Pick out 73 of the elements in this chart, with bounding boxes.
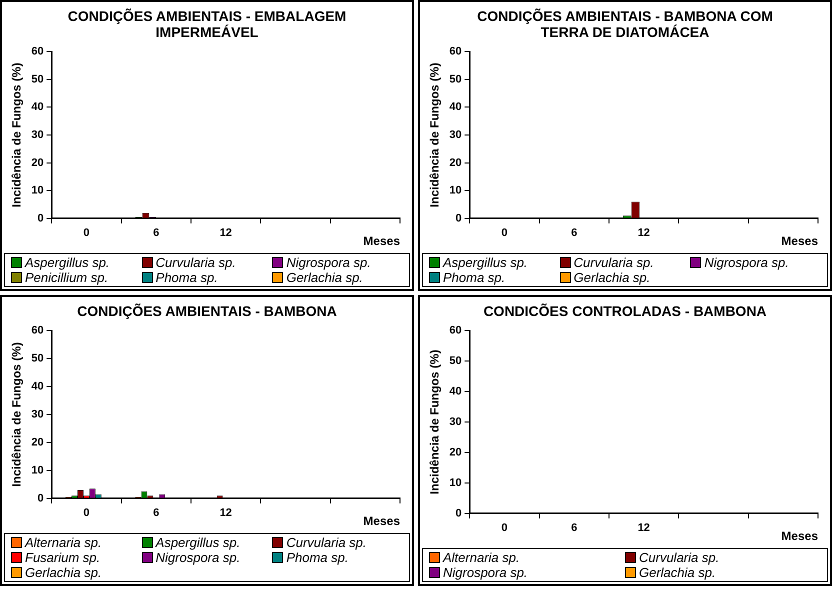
y-tick-label: 60 [31, 46, 44, 58]
y-tick-label: 10 [449, 476, 462, 489]
chart-title: CONDIÇÕES AMBIENTAIS - BAMBONA COM TERRA DE DIATOMÁCEA [476, 7, 774, 40]
legend-label: Nigrospora sp. [156, 550, 240, 565]
y-tick-label: 40 [31, 101, 44, 114]
x-tick-label: 6 [153, 227, 160, 240]
legend-label: Phoma sp. [286, 550, 348, 565]
legend-label: Aspergillus sp. [443, 255, 528, 270]
x-tick-label: 6 [571, 522, 578, 534]
legend-label: Gerlachia sp. [574, 270, 650, 285]
y-tick-label: 20 [449, 446, 462, 458]
y-tick-label: 50 [449, 73, 462, 86]
chart-title: CONDIÇÕES AMBIENTAIS - EMBALAGEM IMPERMEÁVEL [66, 7, 348, 40]
x-tick-label: 0 [83, 227, 90, 240]
legend-label: Nigrospora sp. [286, 255, 371, 270]
x-tick-label: 0 [501, 227, 508, 240]
legend-label: Alternaria sp. [25, 535, 102, 550]
x-tick-label: 12 [220, 507, 232, 520]
x-tick-label: 12 [638, 227, 650, 240]
y-tick-label: 40 [449, 386, 462, 398]
legend-label: Phoma sp. [156, 270, 218, 285]
y-tick-label: 30 [31, 129, 44, 142]
x-tick-label: 12 [638, 522, 650, 534]
y-tick-label: 10 [449, 184, 462, 197]
legend-label: Fusarium sp. [25, 550, 100, 565]
legend-label: Gerlachia sp. [25, 565, 102, 580]
legend-label: Nigrospora sp. [704, 255, 789, 270]
y-tick-label: 60 [449, 324, 462, 337]
legend-label: Aspergillus sp. [156, 535, 240, 550]
y-tick-label: 0 [456, 212, 462, 224]
y-tick-label: 60 [449, 46, 462, 58]
y-tick-label: 50 [31, 73, 44, 86]
y-axis-title: Incidência de Fungos (%) [428, 62, 442, 208]
legend-label: Curvularia sp. [574, 255, 654, 270]
y-axis-title: Incidência de Fungos (%) [428, 350, 442, 494]
legend-label: Curvularia sp. [156, 255, 236, 270]
y-tick-label: 40 [31, 380, 44, 393]
chart-title: CONDICÕES CONTROLADAS - BAMBONA [482, 302, 768, 319]
y-tick-label: 50 [31, 352, 44, 365]
legend-label: Gerlachia sp. [286, 270, 363, 285]
legend-label: Curvularia sp. [639, 550, 720, 565]
y-tick-label: 20 [31, 436, 44, 448]
y-tick-label: 30 [449, 416, 462, 428]
x-tick-label: 6 [571, 227, 578, 240]
y-tick-label: 30 [449, 129, 462, 142]
legend-label: Penicillium sp. [25, 270, 108, 285]
x-axis-title: Meses [363, 234, 400, 248]
x-tick-label: 0 [501, 522, 508, 534]
y-tick-label: 20 [31, 156, 44, 169]
legend-label: Aspergillus sp. [25, 255, 110, 270]
x-tick-label: 0 [83, 507, 90, 520]
legend-label: Curvularia sp. [286, 535, 367, 550]
legend-label: Alternaria sp. [443, 550, 520, 565]
y-tick-label: 0 [38, 492, 44, 504]
x-tick-label: 12 [220, 227, 232, 240]
x-axis-title: Meses [781, 234, 818, 248]
x-axis-title: Meses [363, 514, 400, 528]
y-tick-label: 60 [31, 324, 44, 337]
y-tick-label: 0 [38, 212, 44, 224]
x-axis-title: Meses [781, 529, 818, 544]
legend-label: Gerlachia sp. [639, 565, 716, 580]
x-tick-label: 6 [153, 507, 160, 520]
y-tick-label: 50 [449, 355, 462, 368]
chart-title: CONDIÇÕES AMBIENTAIS - BAMBONA [76, 302, 338, 319]
y-tick-label: 10 [31, 464, 44, 476]
y-axis-title: Incidência de Fungos (%) [10, 342, 24, 487]
y-tick-label: 40 [449, 101, 462, 114]
y-axis-title: Incidência de Fungos (%) [10, 62, 24, 208]
legend-label: Nigrospora sp. [443, 565, 528, 580]
legend-label: Phoma sp. [443, 270, 506, 285]
y-tick-label: 20 [449, 156, 462, 169]
y-tick-label: 10 [31, 184, 44, 197]
y-tick-label: 30 [31, 408, 44, 421]
